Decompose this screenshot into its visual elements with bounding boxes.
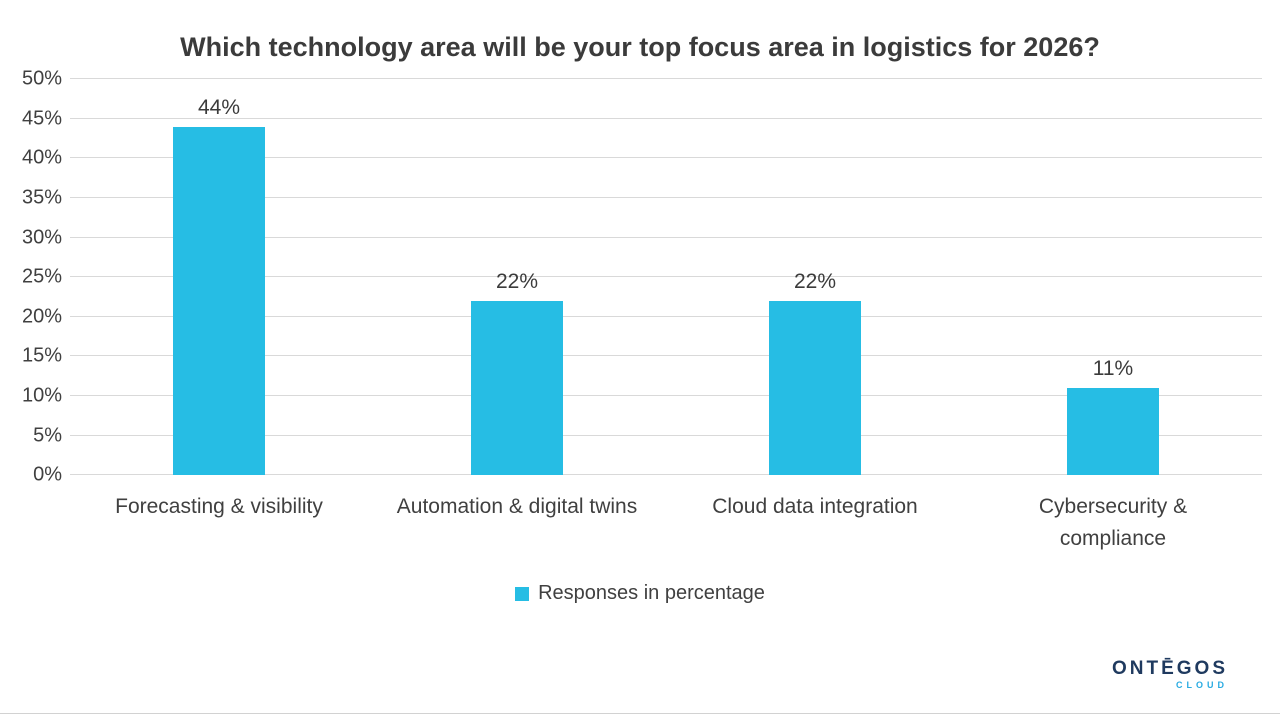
y-tick-label: 30% [21, 226, 62, 248]
bar-chart: 0% 5% 10% 15% 20% 25% 30% 35% 40% 45% 50% 44% 22% 22… [0, 68, 1280, 486]
gridline [70, 196, 1262, 198]
bar [769, 300, 861, 476]
legend-swatch-icon [515, 586, 530, 601]
y-tick-label: 15% [21, 344, 62, 367]
x-category-label: Automation & digital twins [396, 495, 638, 519]
gridline [70, 355, 1262, 357]
gridline [70, 117, 1262, 119]
gridline [70, 236, 1262, 238]
gridline [70, 78, 1262, 80]
legend: Responses in percentage [0, 582, 1280, 605]
brand-logo: ONTĒGOS CLOUD [1112, 659, 1228, 690]
y-tick-label: 35% [21, 186, 62, 209]
gridline [70, 315, 1262, 317]
bar-column: 44% [70, 79, 368, 476]
brand-logo-sub: CLOUD [1176, 680, 1228, 690]
y-tick-label: 45% [21, 107, 62, 130]
y-tick-label: 0% [33, 463, 62, 486]
x-axis-labels: Forecasting & visibility Automation & dig… [0, 491, 1280, 554]
bar-value-label: 22% [495, 269, 539, 293]
bottom-divider [0, 713, 1280, 714]
plot-area: 44% 22% 22% 11% [70, 78, 1262, 476]
y-tick-label: 10% [21, 384, 62, 407]
gridline [70, 276, 1262, 278]
gridline [70, 434, 1262, 436]
bar-value-label: 22% [793, 269, 837, 293]
bar [471, 300, 563, 476]
x-category-label: Cybersecurity & compliance [1038, 495, 1188, 550]
bar [1067, 387, 1159, 476]
gridline [70, 157, 1262, 159]
gridline [70, 394, 1262, 396]
x-category-label: Forecasting & visibility [115, 495, 323, 519]
y-tick-label: 20% [21, 305, 62, 328]
brand-logo-name: ONTĒGOS [1111, 658, 1228, 679]
bar [173, 126, 265, 476]
y-tick-label: 40% [21, 146, 62, 169]
bar-column: 11% [964, 79, 1262, 476]
y-tick-label: 5% [33, 424, 62, 446]
bar-column: 22% [666, 79, 964, 476]
y-tick-label: 50% [21, 67, 62, 90]
bar-column: 22% [368, 79, 666, 476]
legend-label: Responses in percentage [538, 582, 765, 605]
x-category-label: Cloud data integration [712, 495, 918, 519]
gridline [70, 474, 1262, 476]
chart-title: Which technology area will be your top f… [180, 32, 1100, 62]
bars-layer: 44% 22% 22% 11% [70, 79, 1262, 476]
y-axis: 0% 5% 10% 15% 20% 25% 30% 35% 40% 45% 50% [6, 68, 70, 486]
y-tick-label: 25% [21, 265, 62, 288]
bar-value-label: 44% [197, 95, 241, 119]
bar-value-label: 11% [1092, 356, 1134, 380]
